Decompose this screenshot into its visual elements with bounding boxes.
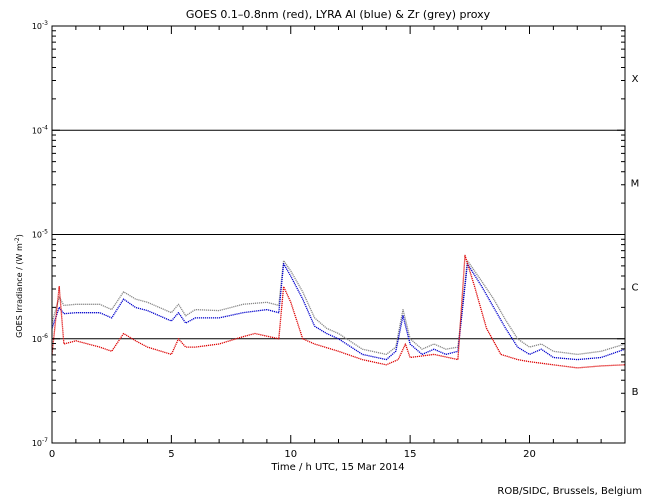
series-line [51, 254, 626, 369]
axes: 0 5 10 15 20 10-3 10-4 10-5 10-6 10-7 [32, 20, 626, 460]
y-tick-label: 10-7 [32, 437, 48, 448]
series-line [51, 263, 626, 361]
flare-class-lines [52, 129, 625, 340]
y-tick-label: 10-5 [32, 229, 48, 240]
y-tick-label: 10-4 [32, 124, 48, 135]
y-axis-label-main: GOES Irradiance / (W m [15, 243, 24, 338]
x-tick-label: 10 [284, 449, 297, 460]
x-tick-label: 0 [49, 449, 55, 460]
x-tick-label: 5 [168, 449, 174, 460]
y-tick-label: 10-3 [32, 20, 48, 31]
x-axis-label: Time / h UTC, 15 Mar 2014 [270, 462, 404, 473]
y-tick-label: 10-6 [32, 333, 48, 344]
y-axis-label-superscript: -2 [14, 237, 21, 243]
x-tick-label: 15 [404, 449, 417, 460]
flare-class-label: B [632, 387, 639, 398]
flare-class-label: M [631, 178, 640, 189]
flare-class-labels: X M C B [631, 74, 640, 398]
series-line [51, 259, 626, 356]
svg-text:GOES Irradiance / (W m-2): GOES Irradiance / (W m-2) [14, 234, 24, 338]
chart-title: GOES 0.1–0.8nm (red), LYRA Al (blue) & Z… [186, 8, 491, 21]
x-tick-label: 20 [523, 449, 536, 460]
flare-class-label: X [632, 74, 639, 85]
y-axis-label-end: ) [15, 234, 24, 237]
data-series [51, 254, 626, 369]
y-axis-label: GOES Irradiance / (W m-2) [14, 234, 24, 338]
credit-label: ROB/SIDC, Brussels, Belgium [497, 486, 642, 497]
flare-class-label: C [632, 283, 639, 294]
